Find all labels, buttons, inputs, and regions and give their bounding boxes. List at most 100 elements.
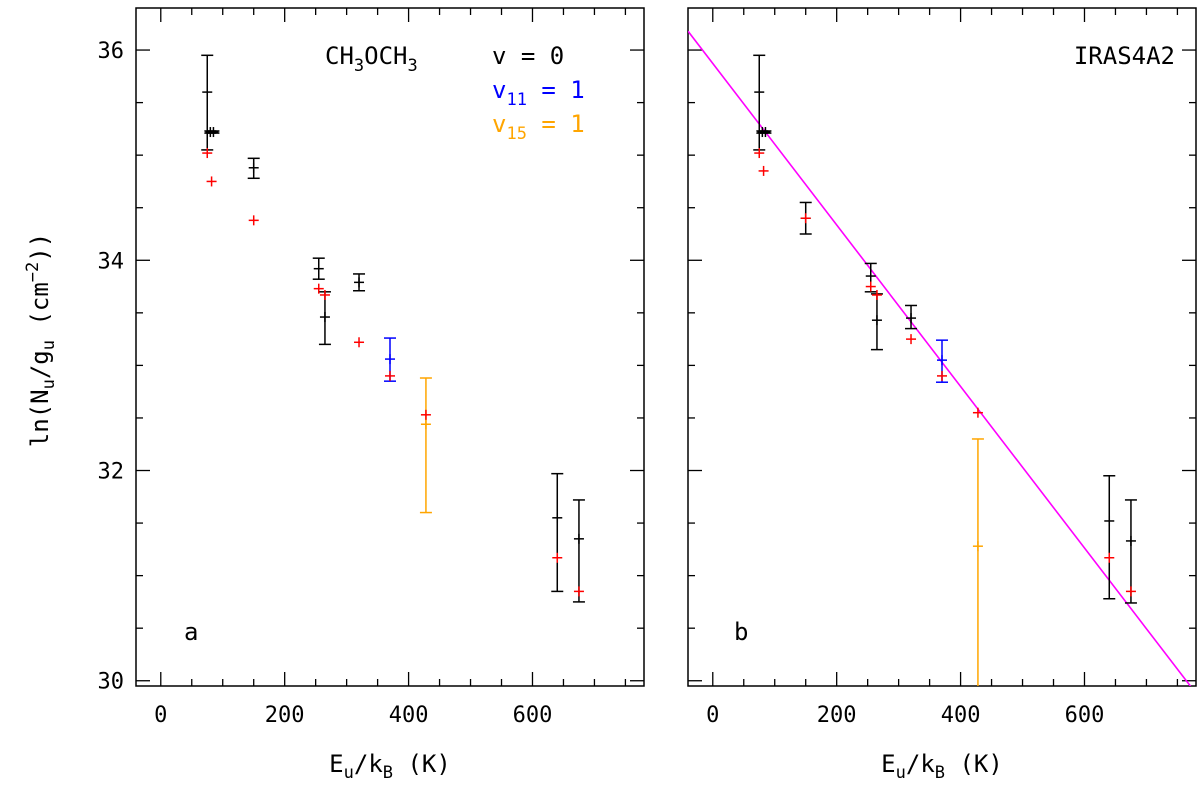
- panel-a-molecule-label: CH3OCH3: [325, 42, 418, 76]
- data-point: [552, 512, 563, 523]
- data-point: [573, 586, 584, 597]
- data-point: [208, 127, 219, 138]
- x-title-a-s1: u: [344, 763, 354, 783]
- x-title-b-p2: /k: [906, 750, 935, 778]
- panel-b-label: b: [734, 618, 748, 646]
- data-point: [202, 87, 213, 98]
- data-point: [319, 312, 330, 323]
- panel-b-source-label: IRAS4A2: [1074, 42, 1175, 70]
- data-point: [206, 176, 217, 187]
- panel-b-marks: [688, 30, 1192, 686]
- y-axis-title-unit: (cm: [26, 282, 54, 340]
- data-point: [354, 277, 365, 288]
- data-point: [313, 283, 324, 294]
- y-axis-title-sub2: u: [39, 340, 59, 350]
- x-tick-label: 600: [1065, 703, 1105, 728]
- data-point: [906, 313, 917, 324]
- panel-a-label: a: [184, 618, 198, 646]
- data-point: [420, 409, 431, 420]
- x-title-b-p1: E: [881, 750, 895, 778]
- data-point: [972, 541, 983, 552]
- data-point: [865, 271, 876, 282]
- data-point: [1125, 586, 1136, 597]
- x-tick-label: 0: [154, 703, 167, 728]
- panel-a-ticks: [136, 8, 644, 686]
- legend-v0: v = 0: [492, 42, 564, 70]
- data-point: [754, 148, 765, 159]
- data-point: [248, 215, 259, 226]
- data-point: [573, 533, 584, 544]
- data-point: [871, 289, 882, 300]
- panel-a-frame: [135, 7, 645, 687]
- data-point: [202, 148, 213, 159]
- data-point: [754, 87, 765, 98]
- y-axis-title-prefix: ln(N: [26, 389, 54, 447]
- x-title-a-p3: (K): [393, 750, 451, 778]
- panel-b-ticks: [688, 8, 1196, 686]
- data-point: [313, 263, 324, 274]
- x-title-a-s2: B: [383, 763, 393, 783]
- panel-b-frame: [687, 7, 1197, 687]
- legend-v15-value: = 1: [527, 110, 585, 138]
- x-tick-label: 600: [513, 703, 553, 728]
- data-point: [385, 354, 395, 365]
- legend-v15-sub: 15: [506, 124, 526, 144]
- legend-v11-label: v: [492, 76, 506, 104]
- panel-b-x-axis-title: Eu/kB (K): [881, 750, 1003, 783]
- x-tick-label: 200: [817, 703, 857, 728]
- data-point: [1104, 552, 1115, 563]
- data-point: [906, 334, 917, 345]
- molecule-part-2: OCH: [364, 42, 407, 70]
- data-point: [972, 407, 983, 418]
- panel-b: 0 200 400 600 IRAS4A2 b Eu/kB (K): [687, 7, 1197, 783]
- x-title-a-p2: /k: [354, 750, 383, 778]
- x-tick-label: 200: [265, 703, 305, 728]
- molecule-part-1: CH: [325, 42, 354, 70]
- legend-v11-value: = 1: [527, 76, 585, 104]
- legend-v15: v15 = 1: [492, 110, 585, 144]
- data-point: [937, 355, 947, 366]
- data-point: [354, 337, 365, 348]
- y-tick-label: 30: [98, 670, 125, 695]
- legend-v0-label: v: [492, 42, 506, 70]
- data-point: [865, 281, 876, 292]
- x-tick-label: 0: [706, 703, 719, 728]
- y-tick-label: 34: [98, 249, 125, 274]
- y-tick-label: 32: [98, 460, 125, 485]
- data-point: [552, 552, 563, 563]
- panel-a-marks: [201, 54, 585, 603]
- molecule-sub-1: 3: [354, 56, 364, 76]
- y-axis-title-sup: −2: [23, 262, 43, 282]
- y-axis-title-sub1: u: [39, 379, 59, 389]
- legend-v11: v11 = 1: [492, 76, 585, 110]
- legend-v15-label: v: [492, 110, 506, 138]
- panel-a-x-axis-title: Eu/kB (K): [329, 750, 451, 783]
- x-title-b-p3: (K): [945, 750, 1003, 778]
- x-title-b-s2: B: [935, 763, 945, 783]
- panel-a-x-tick-labels: 0 200 400 600: [154, 703, 552, 728]
- legend-v11-sub: 11: [506, 90, 526, 110]
- y-tick-label: 36: [98, 39, 125, 64]
- data-point: [937, 370, 947, 381]
- panel-b-x-tick-labels: 0 200 400 600: [706, 703, 1104, 728]
- data-point: [248, 162, 259, 173]
- panel-a: 0 200 400 600 30 32 34 36 CH3OCH3 v = 0 v11 = …: [98, 7, 645, 783]
- data-point: [420, 419, 431, 430]
- data-point: [800, 213, 811, 224]
- y-axis-title-mid: /g: [26, 350, 54, 379]
- legend-v0-value: = 0: [506, 42, 564, 70]
- data-point: [319, 289, 330, 300]
- x-title-b-s1: u: [896, 763, 906, 783]
- data-point: [1104, 515, 1115, 526]
- x-tick-label: 400: [389, 703, 429, 728]
- x-tick-label: 400: [941, 703, 981, 728]
- panel-a-y-tick-labels: 30 32 34 36: [98, 39, 125, 695]
- data-point: [385, 370, 395, 381]
- data-point: [1125, 535, 1136, 546]
- data-point: [758, 165, 769, 176]
- y-axis-title-close: )): [26, 233, 54, 262]
- y-axis-title: ln(Nu/gu (cm−2)): [23, 233, 59, 447]
- x-title-a-p1: E: [329, 750, 343, 778]
- data-point: [871, 315, 882, 326]
